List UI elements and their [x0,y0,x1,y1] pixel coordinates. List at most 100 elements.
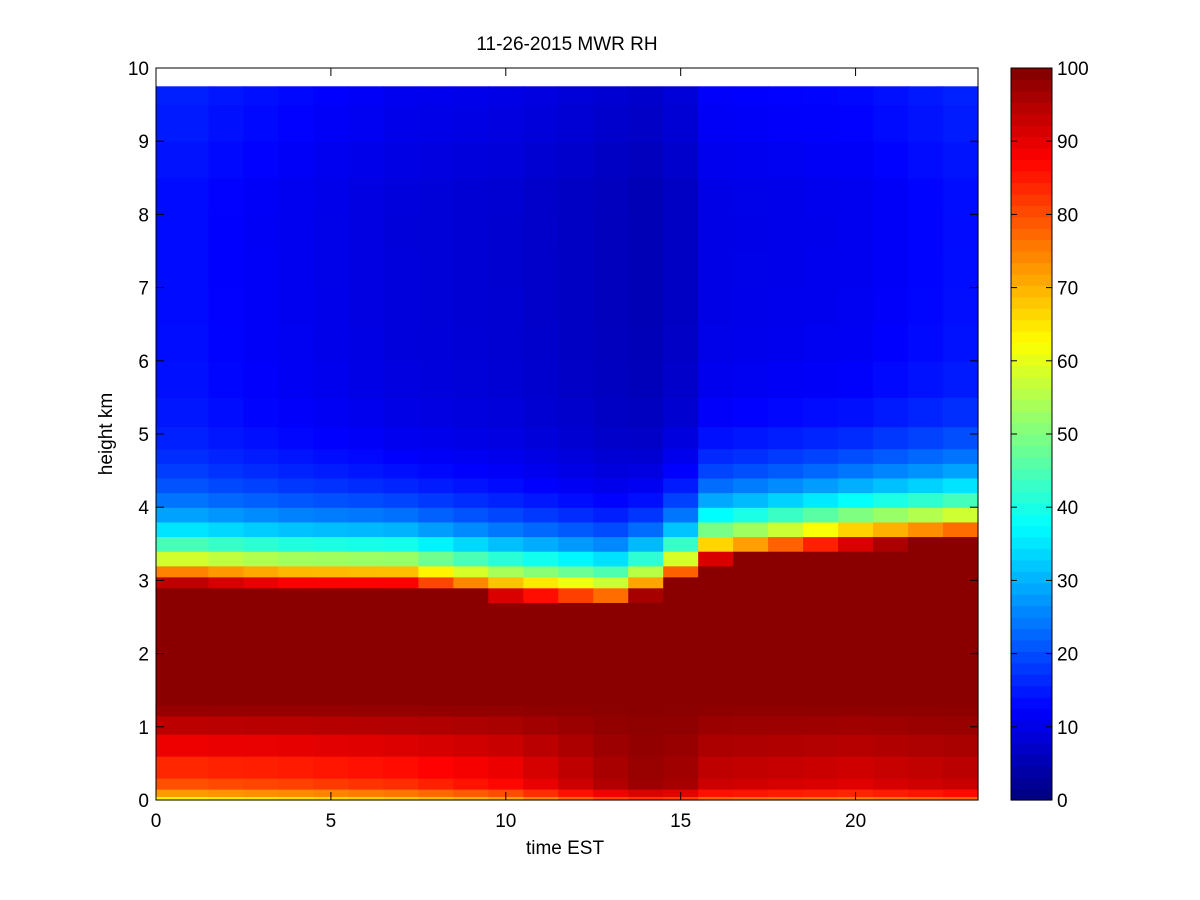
heatmap-cell [558,587,594,603]
heatmap-cell [908,251,944,289]
heatmap-cell [558,104,594,142]
heatmap-cell [628,675,664,691]
colorbar-cell [1011,68,1052,81]
colorbar-cell [1011,502,1052,515]
heatmap-cell [348,463,384,479]
heatmap-cell [278,448,315,464]
heatmap-cell [488,492,524,508]
heatmap-cell [698,521,734,538]
heatmap-cell [208,251,245,289]
heatmap-cell [558,360,594,398]
heatmap-cell [768,507,804,523]
heatmap-cell [908,397,944,428]
heatmap-cell [628,756,664,779]
heatmap-cell [768,177,804,215]
heatmap-cell [488,477,524,494]
heatmap-cell [348,448,384,464]
heatmap-cell [733,360,769,398]
heatmap-cell [908,756,944,779]
heatmap-cell [383,778,419,790]
heatmap-cell [243,624,280,655]
heatmap-cell [488,734,524,757]
colorbar-cell [1011,365,1052,378]
heatmap-cell [768,141,804,179]
heatmap-cell [523,778,559,790]
heatmap-cell [348,141,384,179]
colorbar-cell [1011,571,1052,584]
heatmap-cell [873,521,909,538]
heatmap-cell [663,86,699,106]
heatmap-cell [418,536,454,552]
colorbar-cell [1011,559,1052,572]
heatmap-cell [523,756,559,779]
heatmap-cell [628,141,664,179]
heatmap-cell [348,507,384,523]
heatmap-cell [453,287,489,325]
heatmap-cell [873,287,909,325]
heatmap-cell [943,477,979,494]
heatmap-cell [733,251,769,289]
colorbar-tick-label: 20 [1057,645,1078,666]
heatmap-cell [278,426,315,450]
heatmap-cell [873,141,909,179]
heatmap-cell [838,448,874,464]
heatmap-cell [348,789,384,797]
heatmap-cell [873,789,909,797]
heatmap-cell [733,565,769,578]
heatmap-cell [943,492,979,508]
heatmap-cell [156,624,210,655]
heatmap-cell [156,141,210,179]
heatmap-cell [278,521,315,538]
colorbar-cell [1011,719,1052,732]
heatmap-cell [768,675,804,691]
heatmap-cell [156,715,210,735]
heatmap-cell [908,324,944,362]
heatmap-cell [558,690,594,706]
heatmap-cell [418,177,454,215]
heatmap-cell [768,690,804,706]
heatmap-cell [873,551,909,567]
colorbar-cell [1011,376,1052,389]
heatmap-cell [348,551,384,567]
heatmap-cell [313,141,349,179]
heatmap-cell [156,675,210,691]
heatmap-cell [243,507,280,523]
heatmap-cell [453,551,489,567]
heatmap-cell [488,324,524,362]
heatmap-cell [873,602,909,625]
heatmap-cell [523,551,559,567]
heatmap-cell [243,397,280,428]
heatmap-cell [383,675,419,691]
heatmap-cell [908,778,944,790]
heatmap-cell [243,789,280,797]
colorbar-cell [1011,228,1052,241]
heatmap-cell [383,796,419,801]
heatmap-cell [208,587,245,603]
heatmap-cell [243,360,280,398]
heatmap-cell [313,576,349,589]
heatmap-cell [803,602,839,625]
heatmap-cell [453,426,489,450]
heatmap-cell [453,587,489,603]
heatmap-cell [873,796,909,801]
heatmap-cell [243,551,280,567]
heatmap-cell [278,796,315,801]
heatmap-cell [208,177,245,215]
heatmap-cell [418,653,454,677]
heatmap-cell [313,463,349,479]
heatmap-cell [313,551,349,567]
heatmap-cell [348,704,384,717]
heatmap-cell [383,789,419,797]
heatmap-cell [838,324,874,362]
heatmap-cell [908,565,944,578]
y-axis-label: height km [96,393,117,475]
heatmap-cell [663,690,699,706]
heatmap-cell [488,624,524,655]
heatmap-cell [838,576,874,589]
colorbar-cell [1011,788,1052,801]
heatmap-cell [313,477,349,494]
heatmap-cell [558,251,594,289]
colorbar-cell [1011,182,1052,195]
heatmap-cell [313,624,349,655]
heatmap-cell [156,756,210,779]
